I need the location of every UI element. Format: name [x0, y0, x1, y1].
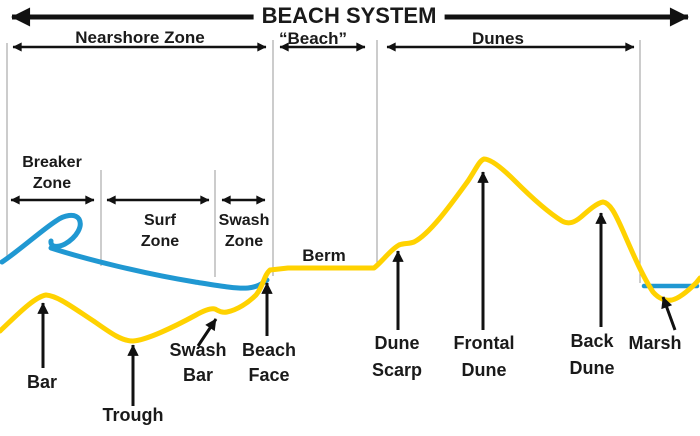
back-dune-label-line2: Dune — [569, 358, 615, 378]
swash-zone-label-line2: Zone — [224, 233, 264, 250]
bar-label: Bar — [26, 372, 58, 392]
frontal-dune-label-line2: Dune — [461, 360, 507, 380]
surf-zone-label-line2: Zone — [140, 233, 180, 250]
dune-scarp-label-line2: Scarp — [371, 360, 423, 380]
breaking-wave-icon — [0, 212, 83, 265]
swash-zone-label: Swash Zone — [219, 210, 270, 252]
nearshore-zone-label: Nearshore Zone — [75, 28, 205, 47]
beach-zone-label: “Beach” — [278, 29, 348, 48]
swash-bar-label: Swash Bar — [169, 338, 226, 388]
berm-label: Berm — [302, 246, 346, 265]
dune-scarp-label: Dune Scarp — [372, 330, 422, 384]
breaker-zone-label: Breaker Zone — [22, 152, 82, 194]
dunes-zone-label: Dunes — [472, 29, 524, 48]
surf-zone-label-line1: Surf — [144, 212, 176, 229]
breaker-zone-label-line2: Zone — [32, 175, 72, 192]
marsh-label: Marsh — [628, 333, 682, 353]
swash-bar-label-line1: Swash — [169, 340, 227, 360]
marsh-pointer-arrow — [661, 296, 677, 331]
frontal-dune-label: Frontal Dune — [454, 330, 515, 384]
beach-face-label-line2: Face — [248, 365, 290, 385]
swash-bar-label-line2: Bar — [182, 365, 213, 385]
frontal-dune-label-line1: Frontal — [453, 333, 515, 353]
diagram-title: BEACH SYSTEM — [253, 3, 445, 29]
breaker-zone-label-line1: Breaker — [22, 154, 82, 171]
back-dune-label-line1: Back — [570, 331, 614, 351]
trough-label: Trough — [102, 405, 164, 425]
water-surface-line — [48, 245, 270, 291]
beach-face-label-line1: Beach — [241, 340, 297, 360]
swash-bar-pointer-arrow — [196, 318, 218, 347]
beach-face-label: Beach Face — [242, 338, 296, 388]
sand-profile-line — [0, 156, 700, 344]
surf-zone-label: Surf Zone — [141, 210, 179, 252]
swash-zone-label-line1: Swash — [218, 212, 270, 229]
back-dune-label: Back Dune — [570, 328, 615, 382]
dune-scarp-label-line1: Dune — [374, 333, 420, 353]
